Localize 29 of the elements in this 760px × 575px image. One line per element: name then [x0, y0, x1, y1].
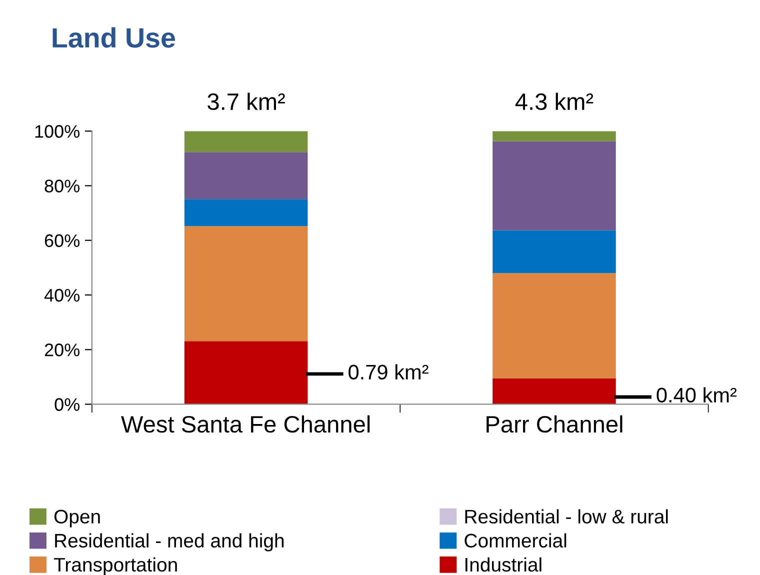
y-tick-label: 60% [44, 234, 80, 248]
y-tick-label: 40% [44, 288, 80, 302]
y-tick-label: 100% [35, 125, 80, 138]
annotation: 0.79 km² [348, 364, 428, 380]
bar [492, 273, 616, 378]
y-tick-label: 0% [54, 398, 80, 411]
bar [492, 378, 616, 404]
bar [492, 131, 616, 142]
y-tick-label: 80% [44, 180, 80, 192]
bar [492, 141, 616, 230]
annotation: 0.40 km² [656, 387, 737, 403]
x-tick-label: Parr Channel [486, 415, 622, 433]
legend-label: Industrial [465, 557, 542, 572]
legend-label: Residential - med and high [55, 533, 284, 552]
bar [492, 230, 616, 274]
bar [184, 341, 308, 404]
text: 3.7 km² [208, 92, 285, 110]
chart-title: Land Use [52, 27, 175, 48]
bar [184, 199, 308, 226]
legend-label: Transportation [54, 557, 177, 575]
bar [184, 131, 308, 152]
x-tick-label: West Santa Fe Channel [121, 415, 370, 433]
legend-label: Commercial [464, 533, 566, 548]
text: 4.3 km² [515, 92, 594, 110]
legend-label: Residential - low & rural [465, 509, 668, 524]
bar [184, 226, 308, 342]
legend-label: Open [54, 510, 100, 528]
y-tick-label: 20% [44, 344, 80, 356]
bar [184, 152, 308, 200]
